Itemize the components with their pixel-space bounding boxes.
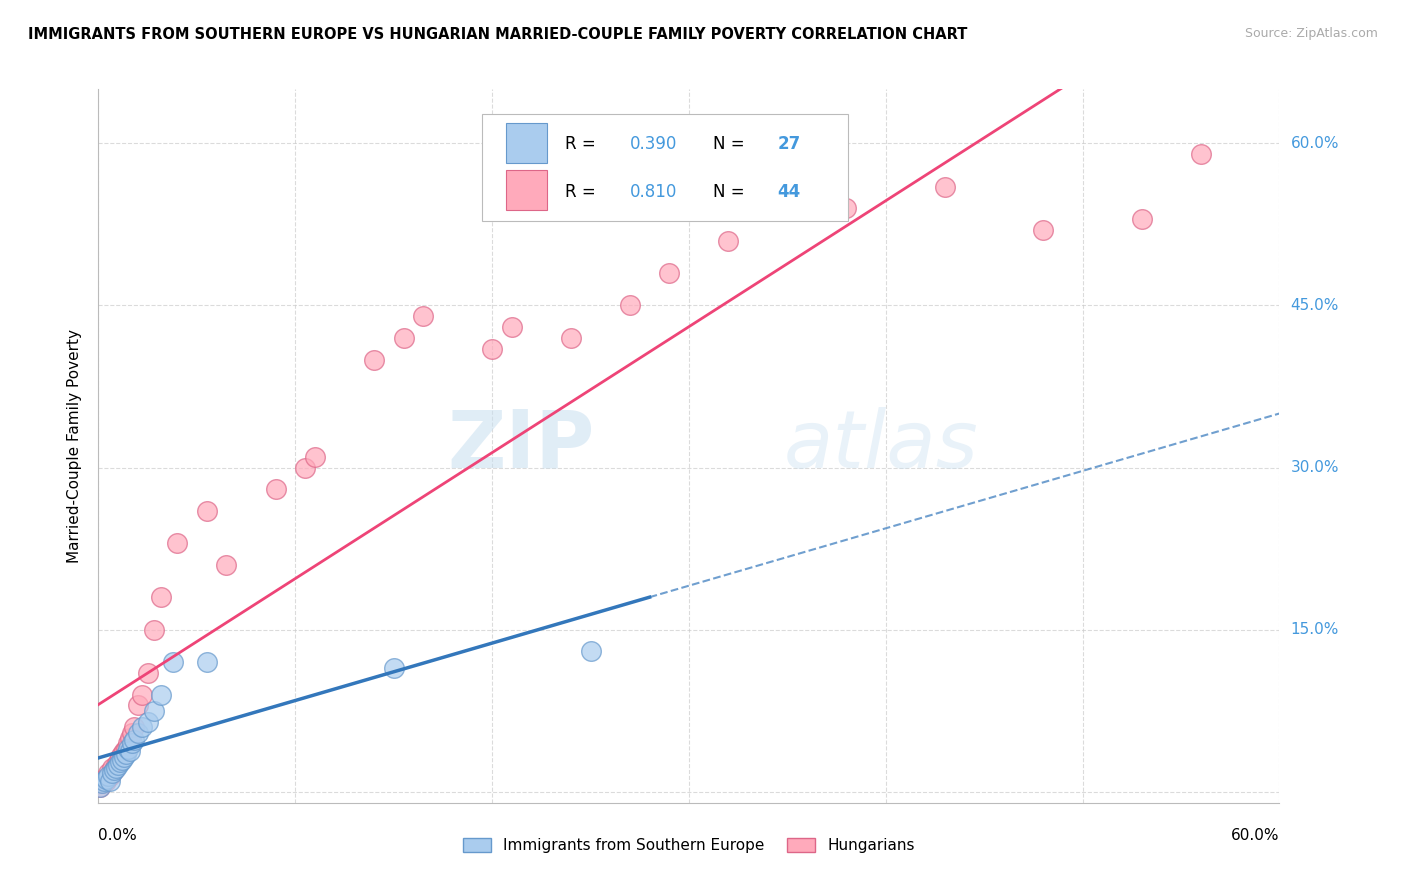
Point <box>501 320 523 334</box>
Point <box>796 201 818 215</box>
Point <box>136 666 159 681</box>
Point <box>619 298 641 312</box>
Point <box>93 774 115 789</box>
Point <box>96 772 118 786</box>
Point <box>108 750 131 764</box>
Point <box>93 772 115 786</box>
Text: 45.0%: 45.0% <box>1291 298 1339 313</box>
Legend: Immigrants from Southern Europe, Hungarians: Immigrants from Southern Europe, Hungari… <box>457 832 921 859</box>
Point <box>162 655 184 669</box>
Point <box>131 720 153 734</box>
Point <box>166 536 188 550</box>
Point <box>105 761 128 775</box>
Point <box>264 482 287 496</box>
Point <box>1130 211 1153 226</box>
Point <box>89 780 111 794</box>
Point <box>131 688 153 702</box>
FancyBboxPatch shape <box>482 114 848 221</box>
Bar <box>506 170 547 210</box>
Point <box>117 736 139 750</box>
Text: 60.0%: 60.0% <box>1232 828 1279 843</box>
Point <box>101 761 124 775</box>
Point <box>98 774 121 789</box>
Text: 27: 27 <box>778 135 801 153</box>
Point <box>215 558 238 572</box>
Text: atlas: atlas <box>783 407 979 485</box>
Text: IMMIGRANTS FROM SOUTHERN EUROPE VS HUNGARIAN MARRIED-COUPLE FAMILY POVERTY CORRE: IMMIGRANTS FROM SOUTHERN EUROPE VS HUNGA… <box>28 27 967 42</box>
Point <box>122 720 145 734</box>
Point <box>150 591 173 605</box>
Point <box>121 725 143 739</box>
Point <box>112 744 135 758</box>
Point <box>127 725 149 739</box>
Point <box>136 714 159 729</box>
Text: ZIP: ZIP <box>447 407 595 485</box>
Point <box>96 774 118 789</box>
Point <box>108 755 131 769</box>
Point <box>481 342 503 356</box>
Y-axis label: Married-Couple Family Poverty: Married-Couple Family Poverty <box>67 329 83 563</box>
Point <box>101 765 124 780</box>
Point <box>98 769 121 783</box>
Point <box>835 201 858 215</box>
Point <box>117 741 139 756</box>
Text: 0.0%: 0.0% <box>98 828 138 843</box>
Text: 0.810: 0.810 <box>630 183 678 201</box>
Point <box>111 747 134 761</box>
Text: R =: R = <box>565 183 600 201</box>
Point <box>195 655 218 669</box>
Point <box>91 776 114 790</box>
Point <box>560 331 582 345</box>
Point <box>118 744 141 758</box>
Text: R =: R = <box>565 135 600 153</box>
Point <box>195 504 218 518</box>
Text: 0.390: 0.390 <box>630 135 678 153</box>
Text: N =: N = <box>713 135 749 153</box>
Point <box>103 764 125 778</box>
Point <box>127 698 149 713</box>
Point <box>304 450 326 464</box>
Point <box>112 750 135 764</box>
Point <box>392 331 415 345</box>
Point <box>115 741 138 756</box>
Text: 30.0%: 30.0% <box>1291 460 1339 475</box>
Point <box>107 758 129 772</box>
Point <box>91 776 114 790</box>
Text: 15.0%: 15.0% <box>1291 623 1339 637</box>
Point <box>142 623 165 637</box>
Bar <box>506 123 547 162</box>
Point <box>412 310 434 324</box>
Point <box>115 747 138 761</box>
Point <box>1189 147 1212 161</box>
Point <box>97 769 120 783</box>
Point <box>934 179 956 194</box>
Point <box>122 733 145 747</box>
Point <box>150 688 173 702</box>
Text: 44: 44 <box>778 183 801 201</box>
Text: Source: ZipAtlas.com: Source: ZipAtlas.com <box>1244 27 1378 40</box>
Point <box>103 764 125 778</box>
Point <box>579 644 602 658</box>
Point <box>107 755 129 769</box>
Point <box>121 736 143 750</box>
Text: 60.0%: 60.0% <box>1291 136 1339 151</box>
Text: N =: N = <box>713 183 749 201</box>
Point <box>717 234 740 248</box>
Point <box>1032 223 1054 237</box>
Point <box>118 731 141 745</box>
Point <box>658 266 681 280</box>
Point <box>382 660 405 674</box>
Point <box>294 460 316 475</box>
Point <box>111 753 134 767</box>
Point <box>142 704 165 718</box>
Point <box>363 352 385 367</box>
Point <box>105 758 128 772</box>
Point <box>89 780 111 794</box>
Point <box>97 765 120 780</box>
